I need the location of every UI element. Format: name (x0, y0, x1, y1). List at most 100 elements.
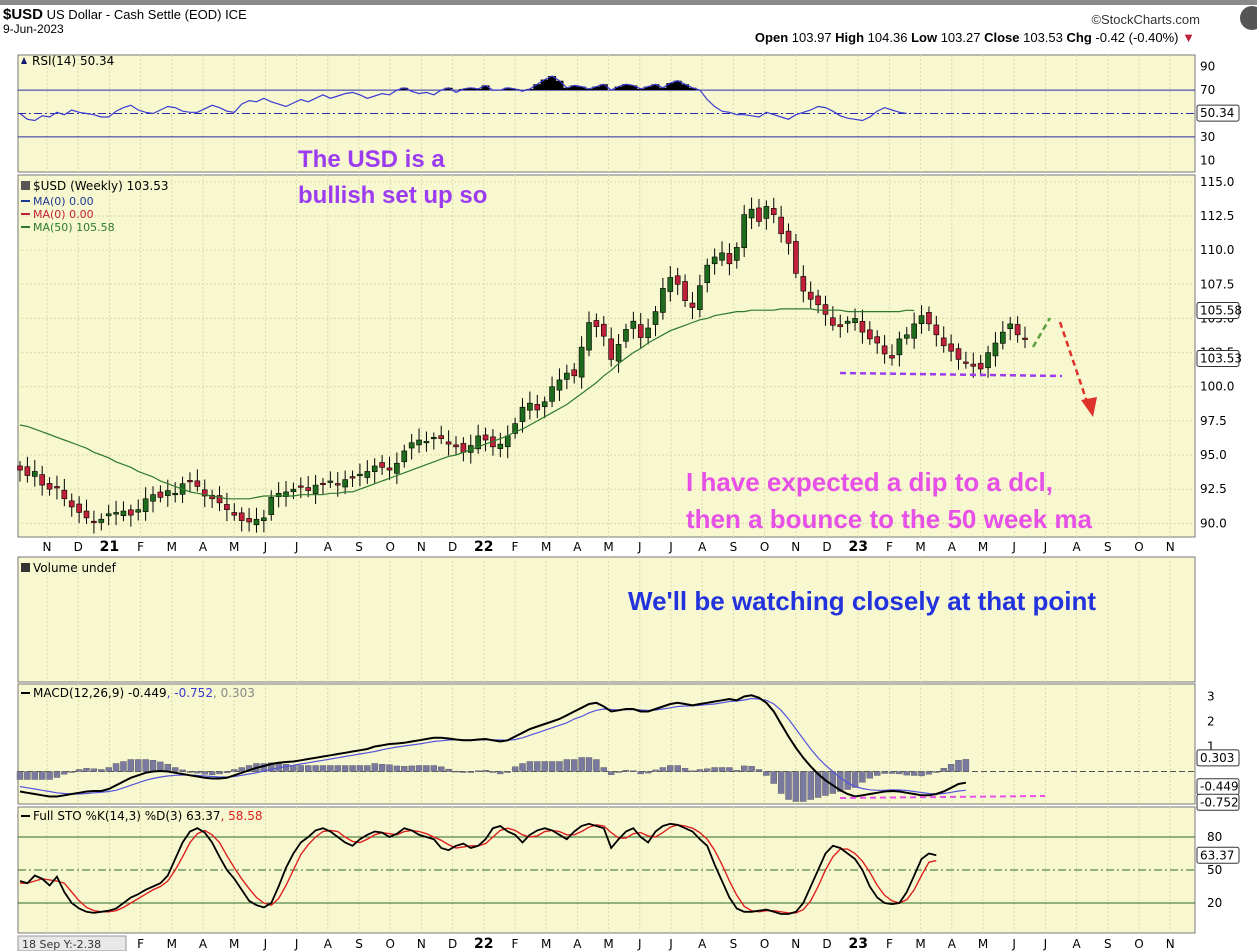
macd-title-part: MACD(12,26,9) -0.449 (33, 686, 167, 700)
candle-up (357, 473, 363, 477)
rsi-overbought-fill (644, 86, 653, 91)
macd-histogram-bar (534, 761, 541, 772)
chg-value: -0.42 (-0.40%) (1095, 30, 1179, 45)
bottom-month-tick-label: 22 (474, 936, 493, 951)
ma50-last-value: 105.58 (1200, 304, 1242, 318)
ma50-line (19, 308, 915, 500)
macd-histogram-bar (201, 771, 208, 775)
candle-down (386, 467, 393, 471)
chart-header: $USD US Dollar - Cash Settle (EOD) ICE (3, 6, 247, 23)
month-tick-label: O (385, 540, 394, 554)
rsi-last-value-box (1196, 104, 1240, 122)
bottom-month-tick-label: S (730, 937, 738, 951)
candle-down (778, 216, 784, 235)
rsi-overbought-fill (577, 86, 586, 91)
bottom-month-tick-label: A (1072, 937, 1081, 951)
bottom-month-tick-label: A (324, 937, 333, 951)
month-tick-label: D (448, 540, 457, 554)
hist-last-value: 0.303 (1200, 751, 1234, 765)
bottom-month-tick-label: O (385, 937, 394, 951)
month-tick-label: M (978, 540, 988, 554)
macd-histogram-bar (718, 767, 726, 772)
candle-down (453, 444, 459, 448)
month-tick-label: F (886, 540, 893, 554)
macd-title-part: , -0.752 (167, 686, 213, 700)
candle-down (800, 276, 807, 292)
month-tick-label: J (263, 540, 268, 554)
candle-up (416, 439, 422, 446)
macd-histogram-bar (593, 759, 600, 772)
macd-y-tick: 1 (1207, 740, 1215, 754)
bottom-month-tick-label: A (573, 937, 582, 951)
macd-histogram-bar (401, 766, 408, 772)
candle-down (756, 207, 762, 222)
macd-histogram-bar (319, 765, 327, 772)
macd-histogram-bar (726, 767, 733, 772)
month-tick-label: A (199, 540, 208, 554)
candle-down (793, 241, 799, 274)
macd-histogram-bar (149, 760, 157, 772)
candle-down (970, 363, 977, 367)
candle-down (674, 275, 681, 285)
candle-down (881, 345, 888, 355)
candle-down (948, 343, 954, 352)
candle-up (903, 334, 910, 339)
rsi-overbought-fill (681, 84, 690, 91)
candle-up (342, 479, 348, 488)
sto-k-line (19, 822, 937, 915)
bottom-month-tick-label: M (978, 937, 988, 951)
candle-up (1000, 331, 1006, 344)
macd-histogram-bar (696, 769, 704, 772)
candle-down (194, 480, 201, 487)
rsi-overbought-fill (548, 76, 557, 91)
macd-histogram-bar (438, 766, 445, 772)
macd-histogram-bar (704, 768, 711, 772)
candle-down (608, 338, 614, 360)
open-label: Open (754, 30, 789, 45)
macd-histogram-bar (223, 771, 231, 773)
rsi-overbought-fill (614, 86, 623, 91)
macd-histogram-bar (194, 771, 201, 774)
candle-down (201, 489, 208, 497)
macd-histogram-bar (674, 765, 681, 772)
macd-histogram-bar (46, 771, 53, 780)
macd-histogram-bar (910, 771, 918, 776)
candle-up (985, 352, 991, 369)
candle-down (128, 509, 134, 516)
bottom-month-tick-label: M (229, 937, 239, 951)
corner-settings-icon[interactable] (1240, 6, 1257, 30)
rsi-y-tick: 90 (1200, 60, 1215, 74)
candle-up (423, 441, 430, 444)
candle-up (586, 322, 592, 351)
macd-histogram-bar (888, 771, 896, 774)
candle-up (31, 471, 38, 477)
price-y-tick: 110.0 (1200, 243, 1234, 257)
macd-histogram-bar (600, 767, 607, 772)
candle-down (933, 324, 940, 336)
rsi-line (19, 75, 907, 122)
symbol-name: US Dollar - Cash Settle (EOD) ICE (46, 7, 247, 22)
macd-histogram-bar (829, 771, 837, 794)
candle-up (512, 423, 518, 434)
macd-histogram-bar (556, 761, 563, 772)
candle-up (401, 450, 408, 463)
rsi-icon (21, 57, 27, 64)
macd-histogram-bar (548, 761, 556, 772)
rsi-overbought-fill (466, 87, 475, 91)
macd-histogram-bar (231, 769, 238, 772)
hist-last-value-box (1196, 749, 1240, 767)
legend-label: MA(50) 105.58 (33, 221, 115, 234)
macd-histogram-bar (637, 771, 644, 775)
rsi-overbought-fill (599, 84, 608, 91)
macd-histogram-bar (519, 763, 526, 772)
bottom-month-tick-label: O (760, 937, 769, 951)
candle-up (164, 490, 171, 496)
candle-down (349, 476, 356, 479)
volume-icon (21, 563, 30, 572)
candle-up (852, 318, 858, 323)
macd-histogram-bar (733, 770, 741, 772)
candle-down (39, 474, 45, 486)
macd-histogram-bar (504, 771, 511, 773)
macd-frame (17, 683, 1196, 805)
